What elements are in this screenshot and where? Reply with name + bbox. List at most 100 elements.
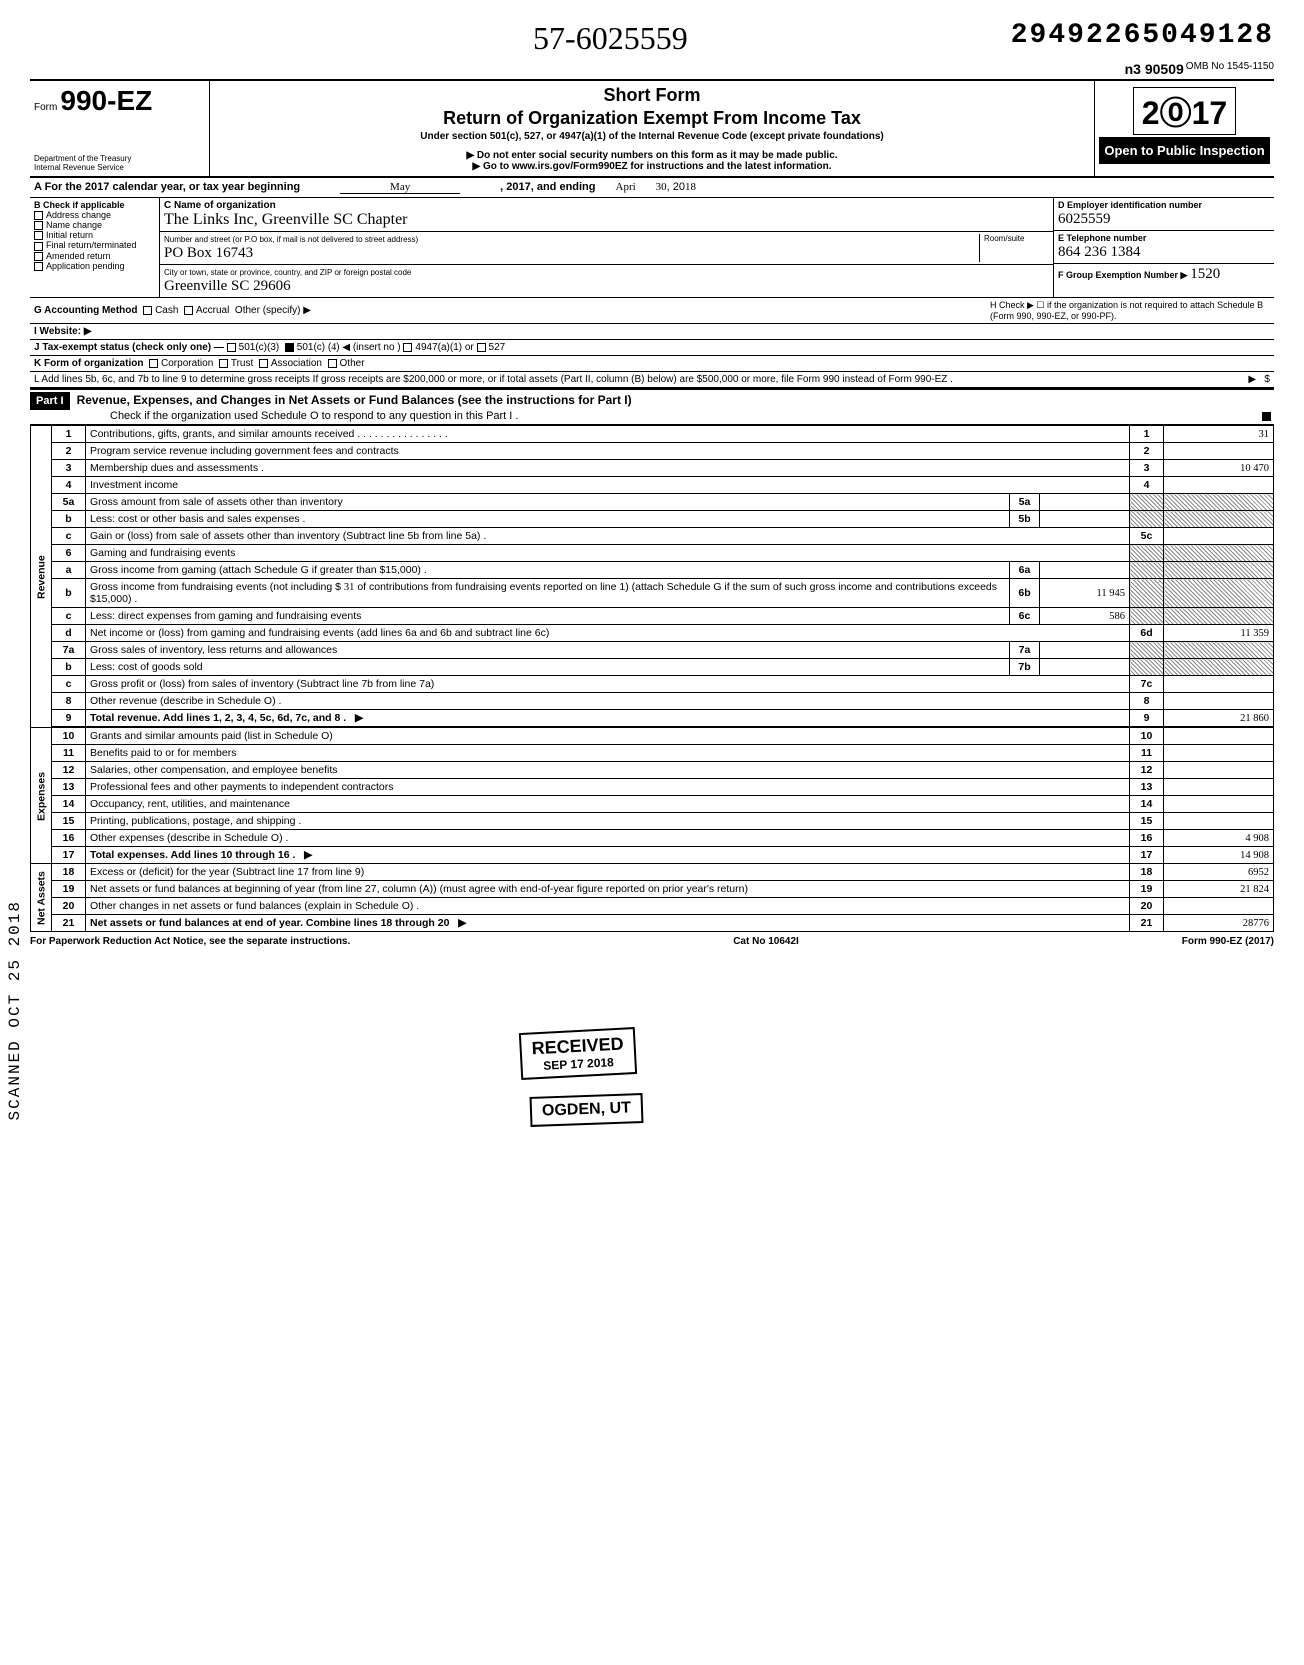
paperwork-notice: For Paperwork Reduction Act Notice, see … xyxy=(30,936,350,947)
row-10-box: 10 xyxy=(1130,728,1164,745)
row-5b-num: b xyxy=(52,511,86,528)
row-7a-ival xyxy=(1040,642,1130,659)
room-suite-label: Room/suite xyxy=(979,234,1049,262)
row-20-text: Other changes in net assets or fund bala… xyxy=(86,898,1130,915)
line-k: K Form of organization Corporation Trust… xyxy=(30,356,1274,372)
row-9-text: Total revenue. Add lines 1, 2, 3, 4, 5c,… xyxy=(86,710,1130,727)
row-5b-ival xyxy=(1040,511,1130,528)
row-12-box: 12 xyxy=(1130,762,1164,779)
row-20-amt xyxy=(1164,898,1274,915)
row-5a-num: 5a xyxy=(52,494,86,511)
line-g-h: G Accounting Method Cash Accrual Other (… xyxy=(30,298,1274,324)
k-label: K Form of organization xyxy=(34,358,143,369)
row-6d-text: Net income or (loss) from gaming and fun… xyxy=(86,625,1130,642)
chk-final: Final return/terminated xyxy=(46,240,137,250)
line-a: A For the 2017 calendar year, or tax yea… xyxy=(30,178,1274,198)
line-a-prefix: A For the 2017 calendar year, or tax yea… xyxy=(34,181,300,194)
row-4-text: Investment income xyxy=(86,477,1130,494)
row-12-amt xyxy=(1164,762,1274,779)
row-11-num: 11 xyxy=(52,745,86,762)
line-l: L Add lines 5b, 6c, and 7b to line 9 to … xyxy=(30,372,1274,389)
row-6c-ival: 586 xyxy=(1040,608,1130,625)
handwritten-id: 57-6025559 xyxy=(210,20,1011,57)
row-7c-box: 7c xyxy=(1130,676,1164,693)
row-7b-num: b xyxy=(52,659,86,676)
row-20-box: 20 xyxy=(1130,898,1164,915)
row-19-amt: 21 824 xyxy=(1164,881,1274,898)
row-3-box: 3 xyxy=(1130,460,1164,477)
row-7a-text: Gross sales of inventory, less returns a… xyxy=(86,642,1010,659)
period-end-month: Apri xyxy=(616,181,636,194)
omb-number: OMB No 1545-1150 xyxy=(1186,61,1274,77)
row-16-box: 16 xyxy=(1130,830,1164,847)
document-locator-number: 29492265049128 xyxy=(1011,20,1274,51)
row-13-amt xyxy=(1164,779,1274,796)
row-18-amt: 6952 xyxy=(1164,864,1274,881)
row-5a-text: Gross amount from sale of assets other t… xyxy=(86,494,1010,511)
row-6b-ival: 11 945 xyxy=(1040,579,1130,608)
row-10-text: Grants and similar amounts paid (list in… xyxy=(86,728,1130,745)
short-form-label: Short Form xyxy=(218,85,1086,106)
chk-pending: Application pending xyxy=(46,261,125,271)
row-6b-inner: 6b xyxy=(1010,579,1040,608)
org-city: Greenville SC 29606 xyxy=(164,278,291,294)
scanned-stamp: SCANNED OCT 25 2018 xyxy=(6,900,24,1120)
row-4-box: 4 xyxy=(1130,477,1164,494)
row-19-num: 19 xyxy=(52,881,86,898)
row-14-box: 14 xyxy=(1130,796,1164,813)
i-website: I Website: ▶ xyxy=(34,326,92,337)
row-13-box: 13 xyxy=(1130,779,1164,796)
row-14-text: Occupancy, rent, utilities, and maintena… xyxy=(86,796,1130,813)
row-6c-text: Less: direct expenses from gaming and fu… xyxy=(86,608,1010,625)
e-phone-label: E Telephone number xyxy=(1058,233,1146,243)
row-5c-amt xyxy=(1164,528,1274,545)
form-footer: Form 990-EZ (2017) xyxy=(1182,936,1274,947)
row-11-amt xyxy=(1164,745,1274,762)
tax-year-box: 2⓪17 xyxy=(1133,87,1236,135)
row-20-num: 20 xyxy=(52,898,86,915)
top-row: 57-6025559 29492265049128 xyxy=(30,20,1274,57)
chk-initial: Initial return xyxy=(46,230,93,240)
row-2-num: 2 xyxy=(52,443,86,460)
org-name: The Links Inc, Greenville SC Chapter xyxy=(164,211,408,228)
f-group-label: F Group Exemption Number ▶ xyxy=(1058,270,1187,280)
expenses-side-label: Expenses xyxy=(31,728,52,864)
l-text: L Add lines 5b, 6c, and 7b to line 9 to … xyxy=(34,374,953,385)
row-17-text: Total expenses. Add lines 10 through 16 … xyxy=(86,847,1130,864)
part-1-table: Revenue 1 Contributions, gifts, grants, … xyxy=(30,425,1274,932)
row-5b-shade xyxy=(1130,511,1164,528)
row-11-box: 11 xyxy=(1130,745,1164,762)
row-8-box: 8 xyxy=(1130,693,1164,710)
row-18-text: Excess or (deficit) for the year (Subtra… xyxy=(86,864,1130,881)
row-19-text: Net assets or fund balances at beginning… xyxy=(86,881,1130,898)
row-13-text: Professional fees and other payments to … xyxy=(86,779,1130,796)
row-7c-amt xyxy=(1164,676,1274,693)
j-501c-end: ) ◀ (insert no ) xyxy=(336,342,400,353)
row-12-text: Salaries, other compensation, and employ… xyxy=(86,762,1130,779)
do-not-enter: ▶ Do not enter social security numbers o… xyxy=(218,150,1086,161)
line-a-mid: , 2017, and ending xyxy=(500,181,595,194)
row-6a-ival xyxy=(1040,562,1130,579)
row-6c-shade xyxy=(1130,608,1164,625)
dept-treasury: Department of the Treasury xyxy=(34,154,205,163)
return-title: Return of Organization Exempt From Incom… xyxy=(218,108,1086,129)
row-15-amt xyxy=(1164,813,1274,830)
row-10-num: 10 xyxy=(52,728,86,745)
row-21-num: 21 xyxy=(52,915,86,932)
row-5b-shade2 xyxy=(1164,511,1274,528)
section-b-header: B Check if applicable xyxy=(34,200,155,210)
under-section: Under section 501(c), 527, or 4947(a)(1)… xyxy=(218,131,1086,142)
row-6b-shade xyxy=(1130,579,1164,608)
k-corp: Corporation xyxy=(161,358,213,369)
row-5c-num: c xyxy=(52,528,86,545)
row-15-num: 15 xyxy=(52,813,86,830)
row-14-num: 14 xyxy=(52,796,86,813)
row-5b-text: Less: cost or other basis and sales expe… xyxy=(86,511,1010,528)
netassets-side-label: Net Assets xyxy=(31,864,52,932)
j-527: 527 xyxy=(489,342,506,353)
row-15-box: 15 xyxy=(1130,813,1164,830)
row-15-text: Printing, publications, postage, and shi… xyxy=(86,813,1130,830)
row-7a-inner: 7a xyxy=(1010,642,1040,659)
line-h: H Check ▶ ☐ if the organization is not r… xyxy=(990,300,1270,321)
row-5a-shade2 xyxy=(1164,494,1274,511)
